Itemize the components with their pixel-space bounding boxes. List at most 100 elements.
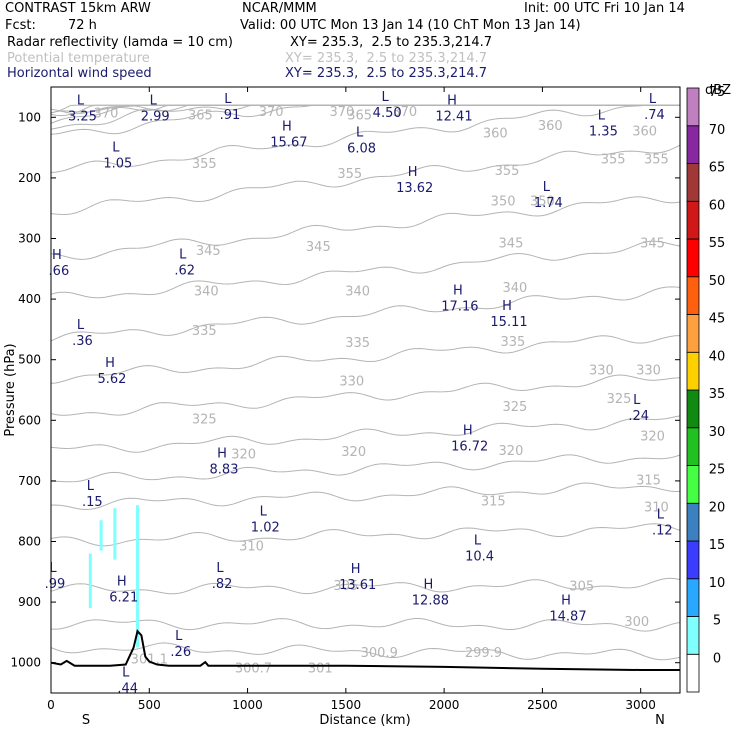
forecast-label: Fcst:	[5, 18, 36, 33]
wind-extremum-value: 1.35	[589, 125, 618, 140]
wind-extremum-value: 12.41	[435, 109, 472, 124]
wind-min-marker: L	[598, 109, 606, 124]
theta-label: 345	[306, 240, 331, 255]
wind-extremum-value: 13.61	[339, 578, 376, 593]
theta-label: 360	[538, 119, 563, 134]
y-axis-label: Pressure (hPa)	[3, 343, 18, 436]
theta-label: 305	[569, 580, 594, 595]
colorbar-swatch	[686, 540, 700, 580]
x-tick-label: 0	[47, 698, 55, 712]
x-tick-label: 2500	[527, 698, 558, 712]
forecast-hours: 72 h	[68, 18, 97, 33]
organization: NCAR/MMM	[242, 1, 317, 16]
wind-extremum-value: .24	[628, 409, 649, 424]
wind-extremum-value: 2.99	[141, 109, 170, 124]
theta-label: 370	[392, 105, 417, 120]
wind-extremum-value: .91	[220, 108, 241, 123]
wind-min-marker: L	[224, 92, 232, 107]
colorbar-swatch	[686, 389, 700, 429]
wind-extremum-value: 14.87	[549, 609, 586, 624]
wind-extremum-value: .66	[49, 264, 70, 279]
theta-label: 355	[337, 167, 362, 182]
wind-extremum-value: 17.16	[441, 300, 478, 315]
colorbar: 0 5 10 15 20 25 30 35 40 45 50 55 60 65 70 75	[686, 85, 726, 693]
theta-label: 320	[499, 444, 524, 459]
colorbar-level-label: 30	[709, 425, 726, 440]
x-tick-label: 3000	[625, 698, 656, 712]
theta-label: 310	[239, 540, 264, 555]
valid-time: Valid: 00 UTC Mon 13 Jan 14 (10 ChT Mon …	[240, 18, 581, 33]
colorbar-swatch	[686, 351, 700, 391]
theta-contour-line	[50, 335, 681, 384]
theta-contour-line	[50, 482, 681, 511]
colorbar-swatch	[686, 200, 700, 240]
wind-min-marker: L	[356, 126, 364, 141]
theta-label: 320	[231, 448, 256, 463]
colorbar-level-label: 55	[709, 236, 726, 251]
theta-contour-line	[50, 104, 680, 114]
wind-max-marker: H	[424, 578, 434, 593]
theta-label: 325	[607, 392, 632, 407]
x-tick-label: 2000	[429, 698, 460, 712]
colorbar-swatch	[686, 276, 700, 315]
theta-label: 300.7	[235, 662, 272, 677]
wind-extremum-value: 16.72	[451, 440, 488, 455]
theta-label: 325	[192, 412, 217, 427]
field-theta-name: Potential temperature	[7, 51, 150, 66]
wind-min-marker: L	[633, 393, 641, 408]
colorbar-swatch	[686, 87, 700, 127]
theta-label: 365	[347, 108, 372, 123]
theta-contour-line	[50, 104, 680, 173]
theta-label: 301	[308, 662, 333, 677]
y-tick-label: 200	[18, 171, 41, 185]
wind-extremum-value: 15.11	[490, 315, 527, 330]
wind-min-marker: L	[543, 180, 551, 195]
y-tick-label: 700	[18, 474, 41, 488]
colorbar-swatch	[686, 465, 700, 504]
wind-extremum-value: 6.21	[109, 591, 138, 606]
wind-min-marker: L	[77, 318, 85, 333]
wind-extremum-value: 1.74	[534, 196, 563, 211]
y-tick-label: 1000	[10, 656, 41, 670]
theta-label: 370	[259, 105, 284, 120]
axes: 100 200 300 400 500 600 700 800 900 1000 0 500 1000 1…	[10, 87, 680, 712]
theta-label: 335	[345, 336, 370, 351]
colorbar-swatch	[686, 616, 700, 655]
y-tick-label: 600	[18, 413, 41, 427]
wind-min-marker: L	[216, 561, 224, 576]
wind-min-marker: L	[657, 507, 665, 522]
theta-label: 350	[491, 194, 516, 209]
theta-contour-line	[50, 240, 681, 299]
theta-contour-line	[50, 577, 681, 595]
wind-extremum-value: 1.02	[251, 520, 280, 535]
wind-max-marker: H	[105, 356, 115, 371]
wind-max-marker: H	[52, 248, 62, 263]
wind-min-marker: L	[474, 533, 482, 548]
wind-min-marker: L	[382, 90, 390, 105]
theta-label: 325	[502, 400, 527, 415]
y-tick-label: 100	[18, 110, 41, 124]
wind-max-marker: H	[351, 562, 361, 577]
theta-label: 340	[194, 285, 219, 300]
theta-label: 355	[495, 164, 520, 179]
radar-reflectivity	[88, 505, 139, 648]
chart-header: CONTRAST 15km ARW NCAR/MMM Init: 00 UTC …	[0, 0, 740, 90]
radar-streak	[99, 520, 103, 551]
wind-extremum-value: 10.4	[465, 549, 494, 564]
wind-extremum-value: 15.67	[270, 135, 307, 150]
field-reflectivity-xy: XY= 235.3, 2.5 to 235.3,214.7	[290, 35, 493, 50]
terrain-line	[50, 629, 680, 671]
x-tick-label: 500	[138, 698, 161, 712]
field-theta-xy: XY= 235.3, 2.5 to 235.3,214.7	[285, 51, 488, 66]
wind-extremum-value: .26	[170, 645, 191, 660]
colorbar-level-label: 20	[709, 500, 726, 515]
colorbar-level-label: 0	[713, 651, 721, 666]
wind-max-marker: H	[502, 299, 512, 314]
theta-label: 360	[632, 125, 657, 140]
theta-label: 340	[502, 281, 527, 296]
wind-extremum-value: 1.05	[103, 157, 132, 172]
wind-max-marker: H	[561, 593, 571, 608]
wind-max-marker: H	[282, 119, 292, 134]
colorbar-swatch	[686, 125, 700, 164]
radar-streak	[113, 508, 117, 560]
